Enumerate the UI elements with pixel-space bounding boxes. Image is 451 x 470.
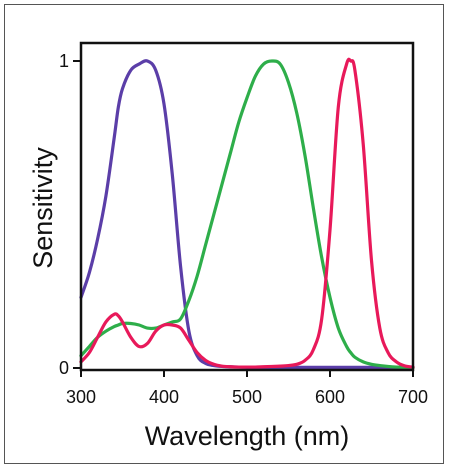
- series-line-1: [79, 59, 415, 370]
- x-tick-label-400: 400: [149, 387, 179, 407]
- x-tick-label-600: 600: [315, 387, 345, 407]
- plot-area: [79, 41, 415, 372]
- series-layer: [79, 57, 415, 370]
- x-tick-label-300: 300: [66, 387, 96, 407]
- x-tick-label-500: 500: [232, 387, 262, 407]
- y-axis-title: Sensitivity: [28, 147, 58, 269]
- x-tick-label-700: 700: [398, 387, 428, 407]
- ticks-layer: 300 400 500 600 700 0 1: [59, 51, 428, 407]
- series-line-3: [79, 57, 415, 369]
- y-tick-label-0: 0: [59, 358, 69, 378]
- y-tick-label-1: 1: [59, 51, 69, 71]
- x-axis-title: Wavelength (nm): [145, 421, 350, 451]
- series-line-2: [79, 59, 415, 370]
